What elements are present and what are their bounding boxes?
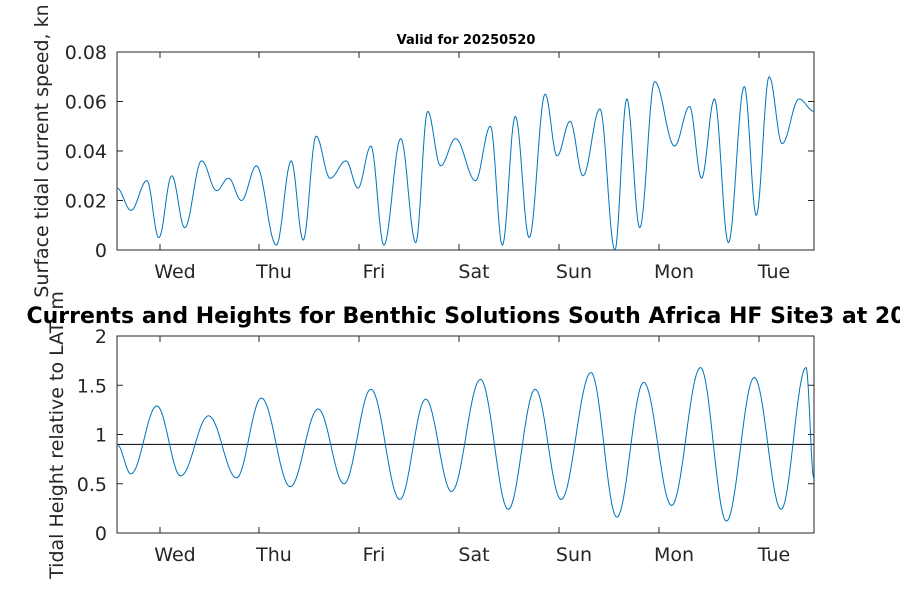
current-speed-line [116,75,815,251]
x-tick-label: Fri [363,544,386,566]
validity-title: Valid for 20250520 [397,33,536,48]
x-tick-label: Mon [654,544,694,566]
axes-box [116,335,815,534]
tidal-height-panel: 0 0.5 1 1.5 2 Wed Thu Fri Sat Sun Mon Tue [77,326,815,566]
x-tick-label: Tue [757,261,790,283]
x-tick-label: Sun [556,261,592,283]
figure-title: Currents and Heights for Benthic Solutio… [26,304,900,329]
y-tick-label: 0 [95,523,107,545]
y-tick-label: 2 [95,326,107,348]
x-tick-label: Sat [458,544,489,566]
x-tick-label: Thu [255,544,292,566]
current-speed-panel: 0 0.02 0.04 0.06 0.08 Wed Thu Fri Sat Sun Mon Tue [65,42,815,283]
axes-box [116,51,815,251]
y-tick-label: 0.02 [65,191,107,213]
x-tick-label: Thu [255,261,292,283]
x-tick-label: Mon [654,261,694,283]
x-tick-label: Wed [154,544,195,566]
x-tick-label: Fri [363,261,386,283]
x-tick-label: Wed [154,261,195,283]
y-tick-label: 0.06 [65,92,107,114]
x-tick-label: Tue [757,544,790,566]
y-tick-label: 0 [95,240,107,262]
x-tick-label: Sat [458,261,489,283]
tidal-height-line [116,366,815,522]
y-tick-label: 0.08 [65,42,107,64]
y-tick-label: 1.5 [77,375,107,397]
y-tick-label: 1 [95,425,107,447]
y-tick-label: 0.04 [65,141,107,163]
x-tick-label: Sun [556,544,592,566]
tidal-height-ylabel: Tidal Height relative to LAT, m [46,291,68,580]
y-tick-label: 0.5 [77,474,107,496]
current-speed-ylabel: Surface tidal current speed, kn [31,4,53,297]
